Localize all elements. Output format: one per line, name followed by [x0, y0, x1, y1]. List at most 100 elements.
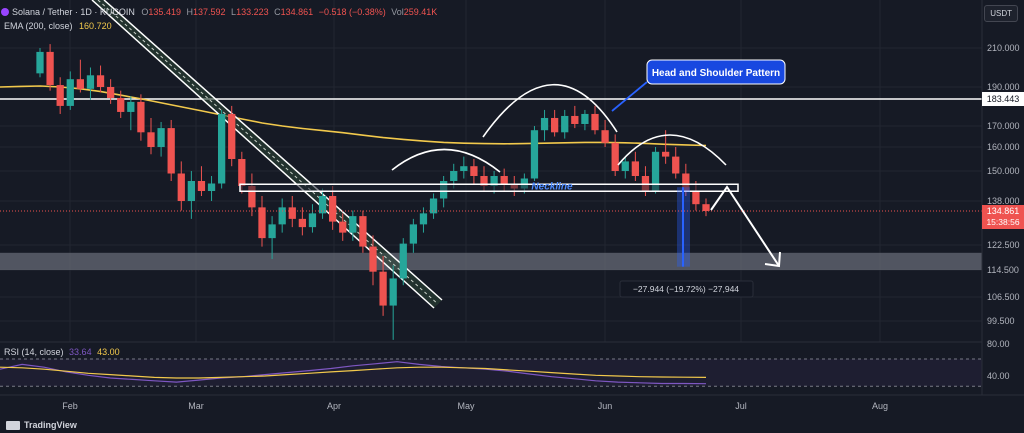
candle-body: [591, 113, 599, 131]
symbol-icon: [1, 8, 9, 16]
time-scale[interactable]: Feb Mar Apr May Jun Jul Aug: [0, 394, 1024, 411]
candle-body: [248, 186, 256, 208]
price-tick-label: 122.500: [987, 240, 1020, 250]
candle-body: [561, 115, 569, 133]
callout-pointer: [611, 81, 648, 112]
candle-body: [480, 176, 488, 186]
candle-body: [490, 176, 498, 186]
candle-body: [288, 207, 296, 219]
ema-legend-value: 160.720: [79, 21, 112, 31]
candle-body: [339, 221, 347, 233]
right-shoulder-arc: [617, 134, 727, 166]
price-tick-label: 106.500: [987, 292, 1020, 302]
month-jul: Jul: [735, 401, 747, 411]
month-jun: Jun: [598, 401, 613, 411]
rsi-pane: [0, 341, 982, 387]
candle-body: [621, 161, 629, 171]
neckline-label: Neckline: [531, 181, 573, 192]
currency-button[interactable]: USDT: [984, 5, 1018, 22]
price-scale[interactable]: 210.000 190.000 170.000 160.000 150.000 138.0…: [981, 0, 1024, 395]
candle-body: [228, 113, 236, 159]
current-price-badge: [982, 205, 1024, 229]
month-apr: Apr: [327, 401, 341, 411]
candle-body: [117, 97, 125, 112]
candle-body: [651, 151, 660, 191]
rsi-level-40: 40.00: [987, 371, 1010, 381]
candle-body: [329, 196, 337, 222]
candle-body: [96, 75, 105, 87]
price-tick-label: 210.000: [987, 43, 1020, 53]
neckline-box: [239, 183, 739, 192]
ema-200-line: [0, 85, 707, 147]
pattern-callout-box[interactable]: [646, 59, 786, 85]
candle-body: [207, 183, 216, 191]
rsi-line: [0, 361, 707, 385]
candle-body: [197, 181, 206, 191]
candle-body: [107, 87, 115, 98]
candle-body: [662, 151, 670, 157]
candle-body: [187, 181, 195, 201]
candle-body: [137, 101, 145, 133]
month-mar: Mar: [188, 401, 204, 411]
candle-body: [318, 196, 327, 214]
candle-body: [298, 218, 306, 228]
month-aug: Aug: [872, 401, 888, 411]
candle-body: [157, 128, 165, 147]
tradingview-logo: TradingView: [6, 420, 77, 430]
support-zone: [0, 252, 982, 270]
pattern-callout-label: Head and Shoulder Pattern: [652, 68, 780, 79]
measure-label-box: [619, 280, 754, 298]
candle-body: [258, 207, 266, 239]
candle-body: [76, 79, 84, 89]
left-shoulder-arc: [391, 148, 501, 173]
measure-label: −27.944 (−19.72%) −27,944: [633, 284, 739, 294]
candle-body: [530, 130, 539, 179]
candle-body: [349, 216, 357, 233]
candle-body: [611, 142, 619, 171]
price-tick-label: 160.000: [987, 142, 1020, 152]
svg-text:EMA (200, close) 160.720: EMA (200, close) 160.720: [4, 21, 112, 31]
resistance-price-text: 183.443: [987, 94, 1020, 104]
tradingview-icon: [6, 420, 20, 430]
projection-arrow: [710, 185, 781, 268]
ema-legend-label: EMA (200, close): [4, 21, 73, 31]
candle-body: [147, 132, 155, 147]
candle-body: [66, 79, 74, 106]
rsi-level-80: 80.00: [987, 339, 1010, 349]
candle-body: [702, 204, 710, 211]
candle-body: [450, 171, 458, 181]
candle-body: [177, 173, 185, 201]
candle-body: [167, 128, 175, 174]
candle-body: [127, 101, 135, 112]
candle-body: [571, 115, 579, 124]
candle-body: [581, 113, 589, 124]
candle-body: [379, 271, 387, 306]
month-may: May: [457, 401, 475, 411]
price-tick-label: 150.000: [987, 166, 1020, 176]
candle-body: [540, 117, 549, 131]
price-tick-label: 190.000: [987, 82, 1020, 92]
rsi-legend[interactable]: RSI (14, close) 33.64 43.00: [4, 347, 120, 357]
svg-text:Solana / Tether · 1D · KUCOIN: Solana / Tether · 1D · KUCOIN O135.419 H…: [12, 7, 437, 17]
candle-body: [470, 166, 478, 176]
month-feb: Feb: [62, 401, 78, 411]
rsi-band: [0, 359, 982, 387]
candle-body: [308, 213, 317, 228]
candle-body: [278, 207, 286, 225]
candle-body: [419, 213, 428, 225]
candle-body: [500, 176, 508, 184]
candle-body: [268, 224, 276, 239]
candle-body: [409, 224, 417, 244]
candle-body: [389, 278, 397, 306]
current-price-text: 134.861: [987, 206, 1020, 216]
candle-body: [238, 159, 246, 186]
candle-body: [672, 156, 680, 174]
candle-body: [460, 166, 468, 171]
candle-body: [46, 51, 54, 86]
candle-body: [36, 51, 44, 74]
symbol-legend[interactable]: Solana / Tether · 1D · KUCOIN O135.419 H…: [1, 7, 437, 31]
price-tick-label: 114.500: [987, 265, 1019, 275]
candle-body: [399, 243, 407, 279]
